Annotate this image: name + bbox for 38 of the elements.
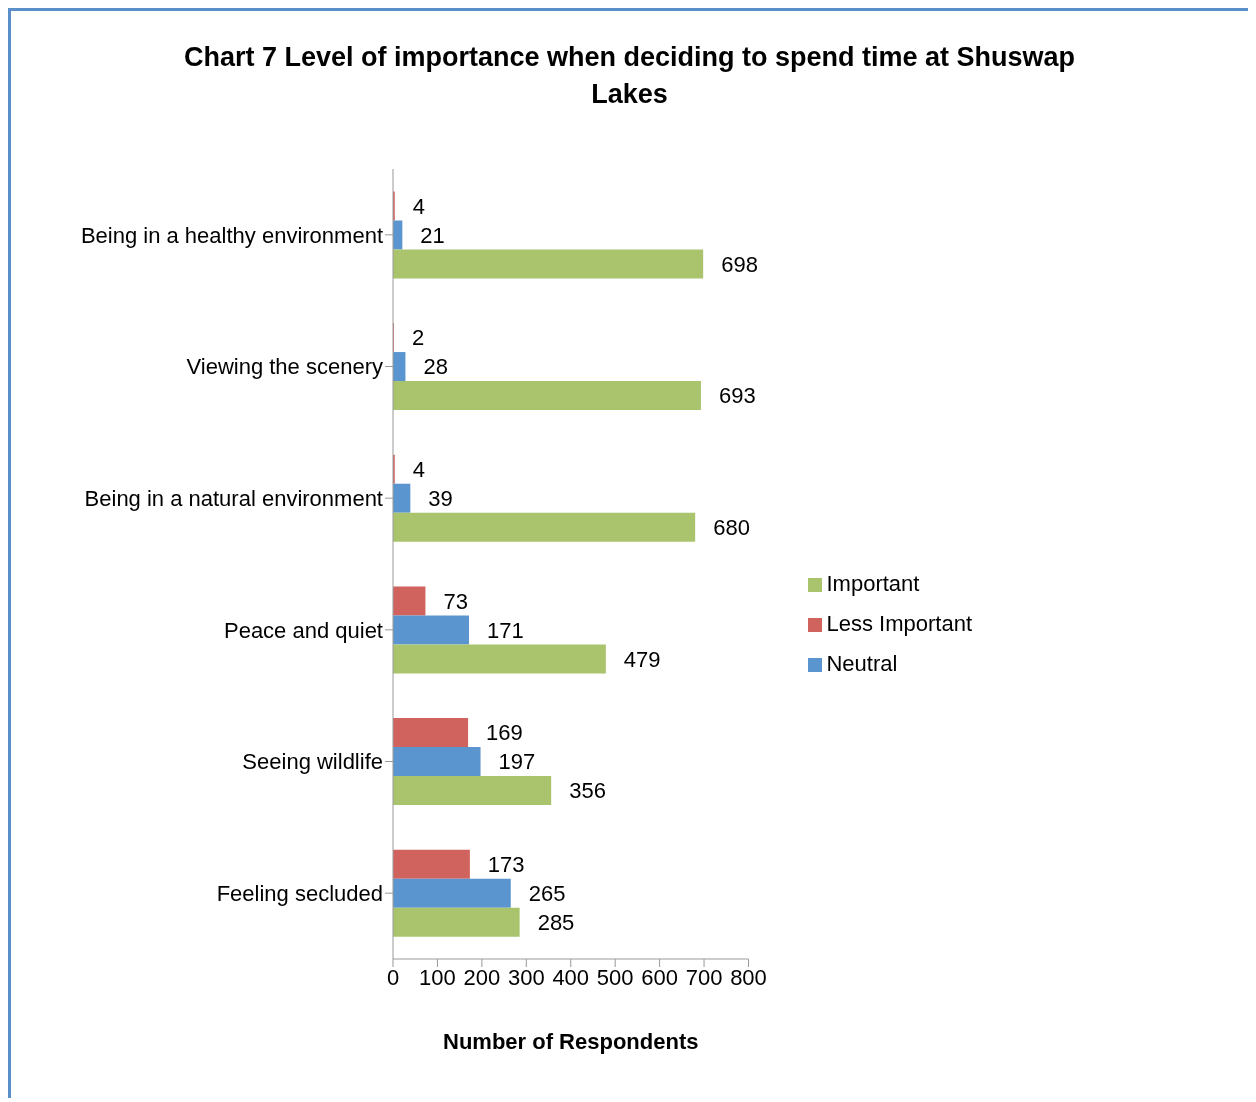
data-label: 197 — [498, 749, 536, 775]
x-axis-title: Number of Respondents — [443, 1029, 699, 1054]
y-tick-label: Seeing wildlife — [242, 749, 383, 775]
x-tick-label: 400 — [552, 964, 590, 990]
chart-title: Chart 7 Level of importance when deciding to spend time at Shuswap Lakes — [182, 41, 1077, 111]
legend-label: Important — [826, 571, 920, 596]
legend-label: Less Important — [826, 611, 972, 636]
y-tick-label: Being in a natural environment — [84, 485, 383, 511]
data-label: 28 — [423, 354, 448, 380]
data-label: 2 — [411, 325, 425, 351]
y-tick-label: Peace and quiet — [223, 617, 383, 643]
y-tick-label: Viewing the scenery — [186, 354, 383, 380]
x-tick-label: 600 — [641, 964, 678, 990]
x-tick-label: 200 — [463, 964, 501, 990]
data-label: 698 — [721, 251, 758, 277]
x-tick-label: 0 — [386, 964, 400, 990]
y-tick-label: Feeling secluded — [216, 880, 383, 906]
data-label: 21 — [420, 222, 445, 248]
data-label: 265 — [528, 881, 566, 907]
y-tick-label: Being in a healthy environment — [80, 222, 383, 248]
data-label: 479 — [623, 646, 661, 672]
data-label: 171 — [486, 617, 524, 643]
data-label: 285 — [537, 910, 575, 936]
data-label: 173 — [487, 852, 525, 878]
data-label: 356 — [569, 778, 606, 804]
data-label: 73 — [443, 588, 468, 614]
data-label: 169 — [486, 720, 523, 746]
x-tick-label: 300 — [507, 964, 545, 990]
x-tick-label: 800 — [730, 964, 767, 990]
x-tick-label: 100 — [419, 964, 456, 990]
legend-label: Neutral — [826, 651, 898, 676]
data-label: 39 — [428, 486, 453, 512]
x-tick-label: 500 — [596, 964, 634, 990]
data-label: 680 — [713, 515, 750, 541]
data-label: 4 — [412, 457, 426, 483]
data-label: 693 — [718, 383, 756, 409]
data-label: 4 — [412, 193, 426, 219]
x-tick-label: 700 — [685, 964, 723, 990]
